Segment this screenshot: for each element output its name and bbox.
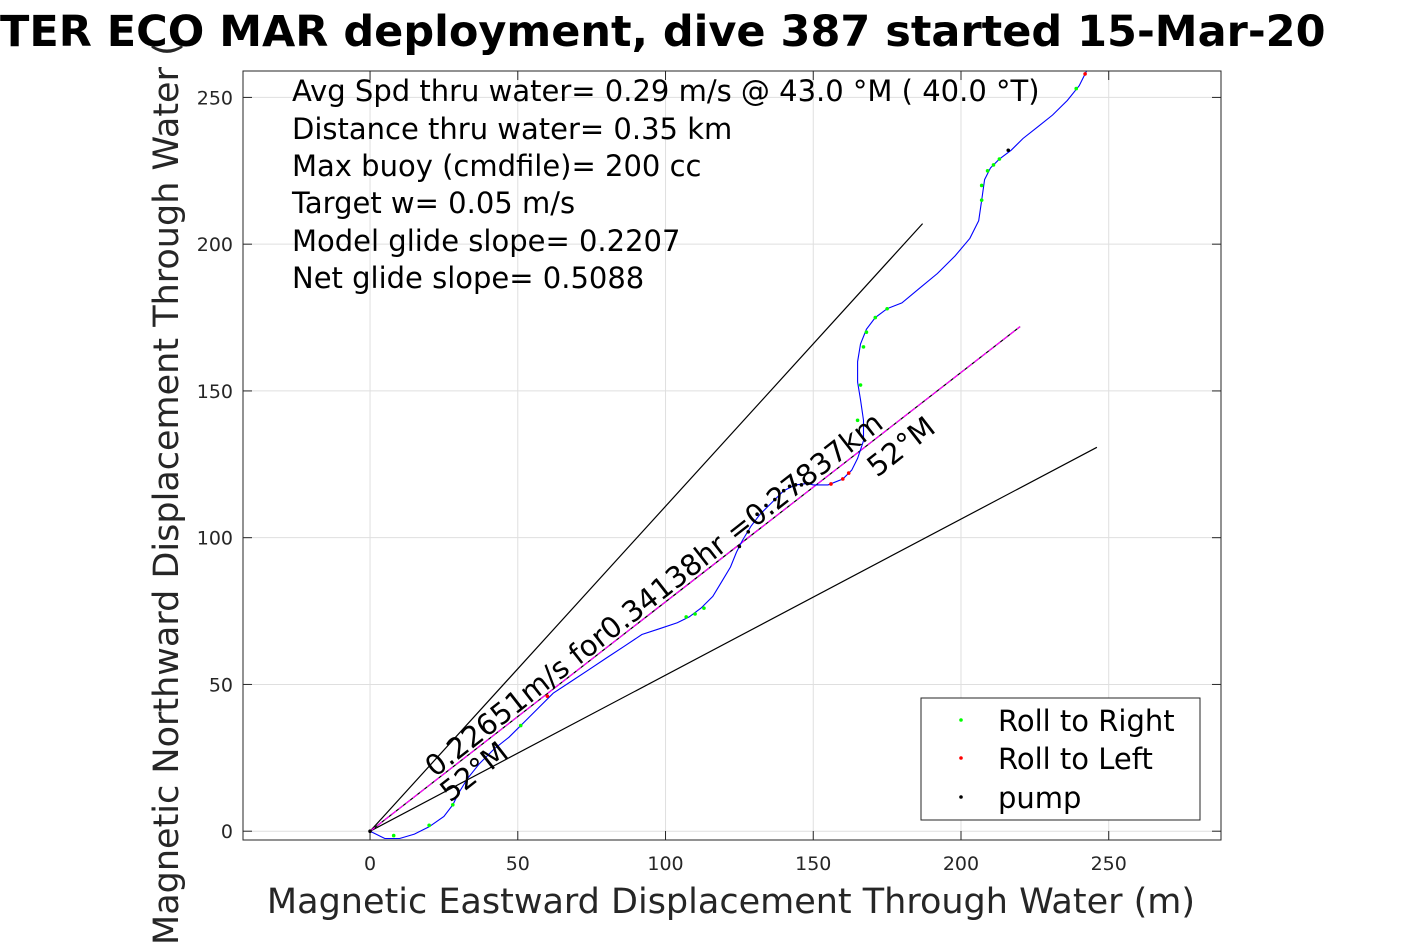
stat-max-buoy: Max buoy (cmdfile)= 200 cc <box>292 149 701 183</box>
legend-marker-pump <box>959 795 963 799</box>
legend-marker-roll-left <box>959 756 963 760</box>
pump-point <box>781 488 786 493</box>
stat-target-w: Target w= 0.05 m/s <box>291 186 575 220</box>
roll-left-point <box>829 482 833 486</box>
stat-distance: Distance thru water= 0.35 km <box>292 112 732 146</box>
x-tick-label: 250 <box>1091 853 1127 875</box>
plot-frame <box>242 70 1222 841</box>
roll-right-point <box>885 306 889 311</box>
roll-left-point <box>841 477 845 481</box>
y-axis-label: Magnetic Northward Displacement Through … <box>147 42 187 945</box>
roll-right-point <box>693 612 697 616</box>
roll-left-point <box>846 471 851 475</box>
y-tick-label: 250 <box>197 87 233 109</box>
pump-point <box>799 483 804 487</box>
pump-point <box>737 544 742 549</box>
legend-marker-roll-right <box>959 718 963 722</box>
roll-right-point <box>391 833 396 838</box>
pump-point <box>1006 148 1011 153</box>
stat-model-glide: Model glide slope= 0.2207 <box>292 224 680 258</box>
roll-right-point <box>427 823 431 828</box>
y-tick-label: 100 <box>197 528 233 550</box>
x-axis-label: Magnetic Eastward Displacement Through W… <box>267 882 1195 922</box>
cone-upper-line <box>369 223 924 832</box>
roll-right-point <box>450 802 455 807</box>
roll-right-point <box>985 168 990 173</box>
roll-right-point <box>997 157 1002 161</box>
legend-label-roll-right: Roll to Right <box>998 704 1175 738</box>
y-tick-label: 200 <box>197 234 233 256</box>
heading-line <box>369 326 1021 832</box>
y-tick-label: 50 <box>209 674 233 696</box>
pump-point <box>755 512 759 517</box>
x-tick-label: 200 <box>943 853 979 875</box>
roll-right-point <box>861 345 866 349</box>
roll-right-point <box>1074 86 1079 91</box>
roll-right-point <box>991 163 996 167</box>
pump-point <box>773 497 777 502</box>
roll-right-point <box>702 606 706 610</box>
roll-right-point <box>864 330 869 335</box>
roll-right-point <box>873 315 878 320</box>
pump-point <box>787 484 792 489</box>
x-tick-label: 50 <box>506 853 530 875</box>
roll-left-point <box>545 694 550 698</box>
roll-right-point <box>518 723 523 728</box>
roll-right-point <box>855 418 860 423</box>
roll-right-point <box>858 383 863 387</box>
roll-left-point <box>1083 72 1087 76</box>
track-markers <box>368 72 1087 838</box>
cone-lower-line <box>369 446 1098 832</box>
legend-label-roll-left: Roll to Left <box>998 742 1153 776</box>
legend: Roll to Right Roll to Left pump <box>920 697 1201 821</box>
axis-ticks: 0 50 100 150 200 250 0 50 100 150 200 250 <box>197 71 1221 875</box>
y-tick-label: 150 <box>197 381 233 403</box>
x-tick-label: 100 <box>647 853 683 875</box>
pump-point <box>746 530 751 534</box>
stat-avg-speed: Avg Spd thru water= 0.29 m/s @ 43.0 °M (… <box>292 74 1040 108</box>
stats-block: Avg Spd thru water= 0.29 m/s @ 43.0 °M (… <box>291 74 1040 295</box>
roll-right-point <box>979 198 984 202</box>
pump-point <box>764 503 768 508</box>
chart-title: TER ECO MAR deployment, dive 387 started… <box>0 7 1326 57</box>
roll-right-point <box>979 183 984 188</box>
stat-net-glide: Net glide slope= 0.5088 <box>292 261 644 295</box>
pump-point <box>805 481 810 486</box>
pump-point <box>793 483 798 487</box>
y-tick-label: 0 <box>221 821 233 843</box>
pump-point <box>368 829 372 833</box>
legend-label-pump: pump <box>998 781 1081 815</box>
legend-box <box>920 697 1201 821</box>
roll-right-point <box>684 615 689 619</box>
grid-lines <box>243 71 1221 840</box>
x-tick-label: 0 <box>364 853 376 875</box>
x-tick-label: 150 <box>795 853 831 875</box>
